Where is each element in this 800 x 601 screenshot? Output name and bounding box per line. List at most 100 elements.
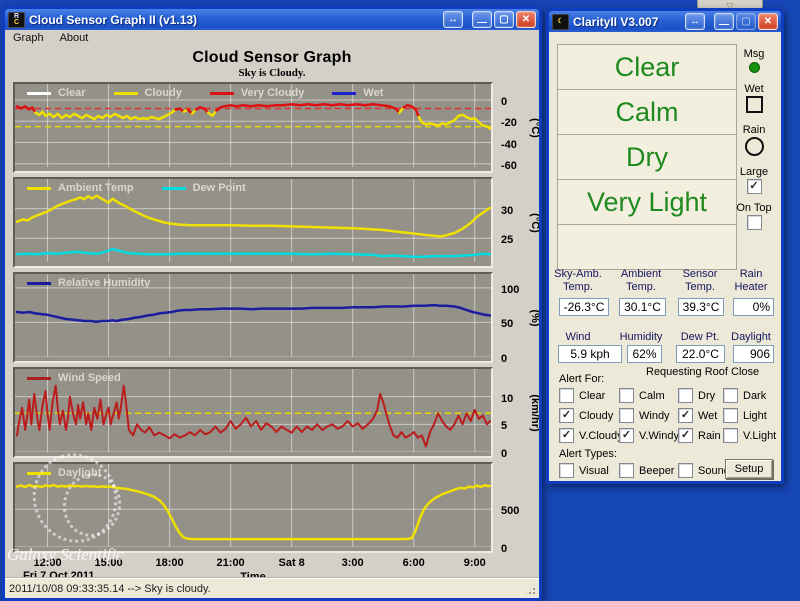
y-axis-unit: (%) bbox=[529, 308, 539, 327]
alert-type-label: Visual bbox=[579, 464, 609, 477]
close-button[interactable]: ✕ bbox=[516, 11, 536, 28]
alert-type-sound[interactable]: Sound bbox=[678, 463, 730, 478]
menu-graph[interactable]: Graph bbox=[13, 32, 44, 44]
checkbox-icon bbox=[678, 463, 693, 478]
alert-type-beeper[interactable]: Beeper bbox=[619, 463, 674, 478]
legend-label: Daylight bbox=[58, 467, 102, 479]
y-axis-gutter: 30 25 (°C) bbox=[495, 179, 539, 266]
checkbox-icon: ✓ bbox=[559, 428, 574, 443]
alert-checkbox-dark[interactable]: Dark bbox=[723, 388, 766, 403]
close-button[interactable]: ✕ bbox=[758, 13, 778, 30]
menu-about[interactable]: About bbox=[59, 32, 89, 44]
checkbox-icon bbox=[559, 388, 574, 403]
x-tick-label: 9:00 bbox=[463, 557, 486, 569]
date-label: Fri 7 Oct 2011 bbox=[23, 570, 95, 579]
alert-checkbox-light[interactable]: Light bbox=[723, 408, 767, 423]
legend-label: Relative Humidity bbox=[58, 277, 151, 289]
reading-label: Wind bbox=[565, 331, 591, 343]
alert-label: Dark bbox=[743, 389, 767, 402]
legend-label: Cloudy bbox=[144, 87, 182, 99]
reading-field: 0% bbox=[733, 298, 774, 316]
setup-button[interactable]: Setup bbox=[725, 459, 773, 479]
alert-label: V.Light bbox=[743, 429, 777, 442]
checkbox-icon bbox=[559, 463, 574, 478]
minimize-icon: — bbox=[477, 17, 487, 28]
charts-stack: Clear Cloudy Very Cloudy Wet 0 -20 -40 -60 (°C) A… bbox=[13, 82, 539, 555]
legend-swatch bbox=[113, 91, 138, 95]
legend-item: Dew Point bbox=[161, 182, 246, 194]
alert-type-visual[interactable]: Visual bbox=[559, 463, 609, 478]
alert-checkbox-vwindy[interactable]: ✓ V.Windy bbox=[619, 428, 679, 443]
checkbox-icon: ✓ bbox=[559, 408, 574, 423]
alert-checkbox-vlight[interactable]: V.Light bbox=[723, 428, 776, 443]
reading-field: 5.9 kph bbox=[558, 345, 622, 363]
alert-type-label: Sound bbox=[698, 464, 730, 477]
msg-indicator-icon bbox=[731, 62, 777, 73]
right-window-title: ClarityII V3.007 bbox=[573, 14, 659, 29]
legend-label: Ambient Temp bbox=[58, 182, 134, 194]
legend-label: Very Cloudy bbox=[240, 87, 305, 99]
alert-checkbox-dry[interactable]: Dry bbox=[678, 388, 715, 403]
minimize-button[interactable]: — bbox=[714, 13, 734, 30]
reading-field: 22.0°C bbox=[676, 345, 725, 363]
alert-checkbox-wet[interactable]: ✓ Wet bbox=[678, 408, 717, 423]
reading-label: Dew Pt. bbox=[680, 331, 720, 343]
y-tick-label: -20 bbox=[501, 117, 517, 130]
clarity-app-icon: ☾ bbox=[552, 13, 569, 30]
close-icon: ✕ bbox=[763, 16, 773, 27]
x-tick-label: Sat 8 bbox=[278, 557, 305, 569]
legend-item: Cloudy bbox=[113, 87, 182, 99]
reading-label: Ambient Temp. bbox=[620, 268, 662, 293]
legend-item: Daylight bbox=[27, 467, 101, 479]
condition-status-box: Dry bbox=[557, 134, 737, 180]
y-axis-gutter: 0 -20 -40 -60 (°C) bbox=[495, 84, 539, 172]
reading-label: Rain Heater bbox=[734, 268, 768, 293]
legend: Ambient Temp Dew Point bbox=[27, 182, 246, 194]
dock-button[interactable]: ↔ bbox=[443, 11, 463, 28]
alert-label: Cloudy bbox=[579, 409, 614, 422]
sky-condition-subtitle: Sky is Cloudy. bbox=[238, 67, 306, 79]
y-axis-unit: (°C) bbox=[529, 212, 539, 233]
checkbox-icon bbox=[619, 388, 634, 403]
alert-checkbox-vcloudy[interactable]: ✓ V.Cloudy bbox=[559, 428, 623, 443]
reading-label: Sky-Amb. Temp. bbox=[554, 268, 602, 293]
right-titlebar[interactable]: ☾ ClarityII V3.007 ↔ — ▢ ✕ bbox=[549, 11, 781, 32]
y-axis-gutter: 100 50 0 (%) bbox=[495, 274, 539, 365]
alert-checkbox-calm[interactable]: Calm bbox=[619, 388, 665, 403]
alert-label: V.Cloudy bbox=[579, 429, 623, 442]
alert-label: Windy bbox=[639, 409, 670, 422]
condition-status-box: Clear bbox=[557, 44, 737, 90]
x-tick-label: 18:00 bbox=[155, 557, 184, 569]
large-checkbox[interactable]: ✓ bbox=[731, 179, 777, 194]
maximize-button: ▢ bbox=[736, 13, 756, 30]
x-tick-label: 12:00 bbox=[33, 557, 62, 569]
alert-label: Dry bbox=[698, 389, 716, 402]
chart-wind-speed: Wind Speed 10 5 0 (km/hr) bbox=[13, 367, 539, 460]
y-tick-label: 0 bbox=[501, 95, 508, 108]
dock-button[interactable]: ↔ bbox=[685, 13, 705, 30]
resize-grip[interactable] bbox=[524, 583, 537, 596]
alert-checkbox-windy[interactable]: Windy bbox=[619, 408, 670, 423]
condition-status-box: Calm bbox=[557, 89, 737, 135]
alert-checkbox-cloudy[interactable]: ✓ Cloudy bbox=[559, 408, 613, 423]
alert-label: Clear bbox=[579, 389, 606, 402]
maximize-button[interactable]: ▢ bbox=[494, 11, 514, 28]
minimize-icon: — bbox=[719, 19, 729, 30]
chart-daylight: Daylight 500 0 bbox=[13, 462, 519, 555]
alert-checkbox-clear[interactable]: Clear bbox=[559, 388, 605, 403]
checkbox-icon: ✓ bbox=[678, 428, 693, 443]
x-tick-label: 21:00 bbox=[216, 557, 245, 569]
legend-label: Dew Point bbox=[192, 182, 246, 194]
y-tick-label: 500 bbox=[501, 505, 520, 518]
checkbox-icon: ✓ bbox=[619, 428, 634, 443]
on-top-checkbox[interactable] bbox=[731, 215, 777, 230]
indicator-label: Msg bbox=[743, 48, 765, 60]
legend: Wind Speed bbox=[27, 372, 121, 384]
alert-for-label: Alert For: bbox=[559, 373, 605, 385]
close-icon: ✕ bbox=[521, 14, 531, 25]
y-tick-label: 50 bbox=[501, 318, 514, 331]
alert-checkbox-rain[interactable]: ✓ Rain bbox=[678, 428, 721, 443]
minimize-button[interactable]: — bbox=[472, 11, 492, 28]
